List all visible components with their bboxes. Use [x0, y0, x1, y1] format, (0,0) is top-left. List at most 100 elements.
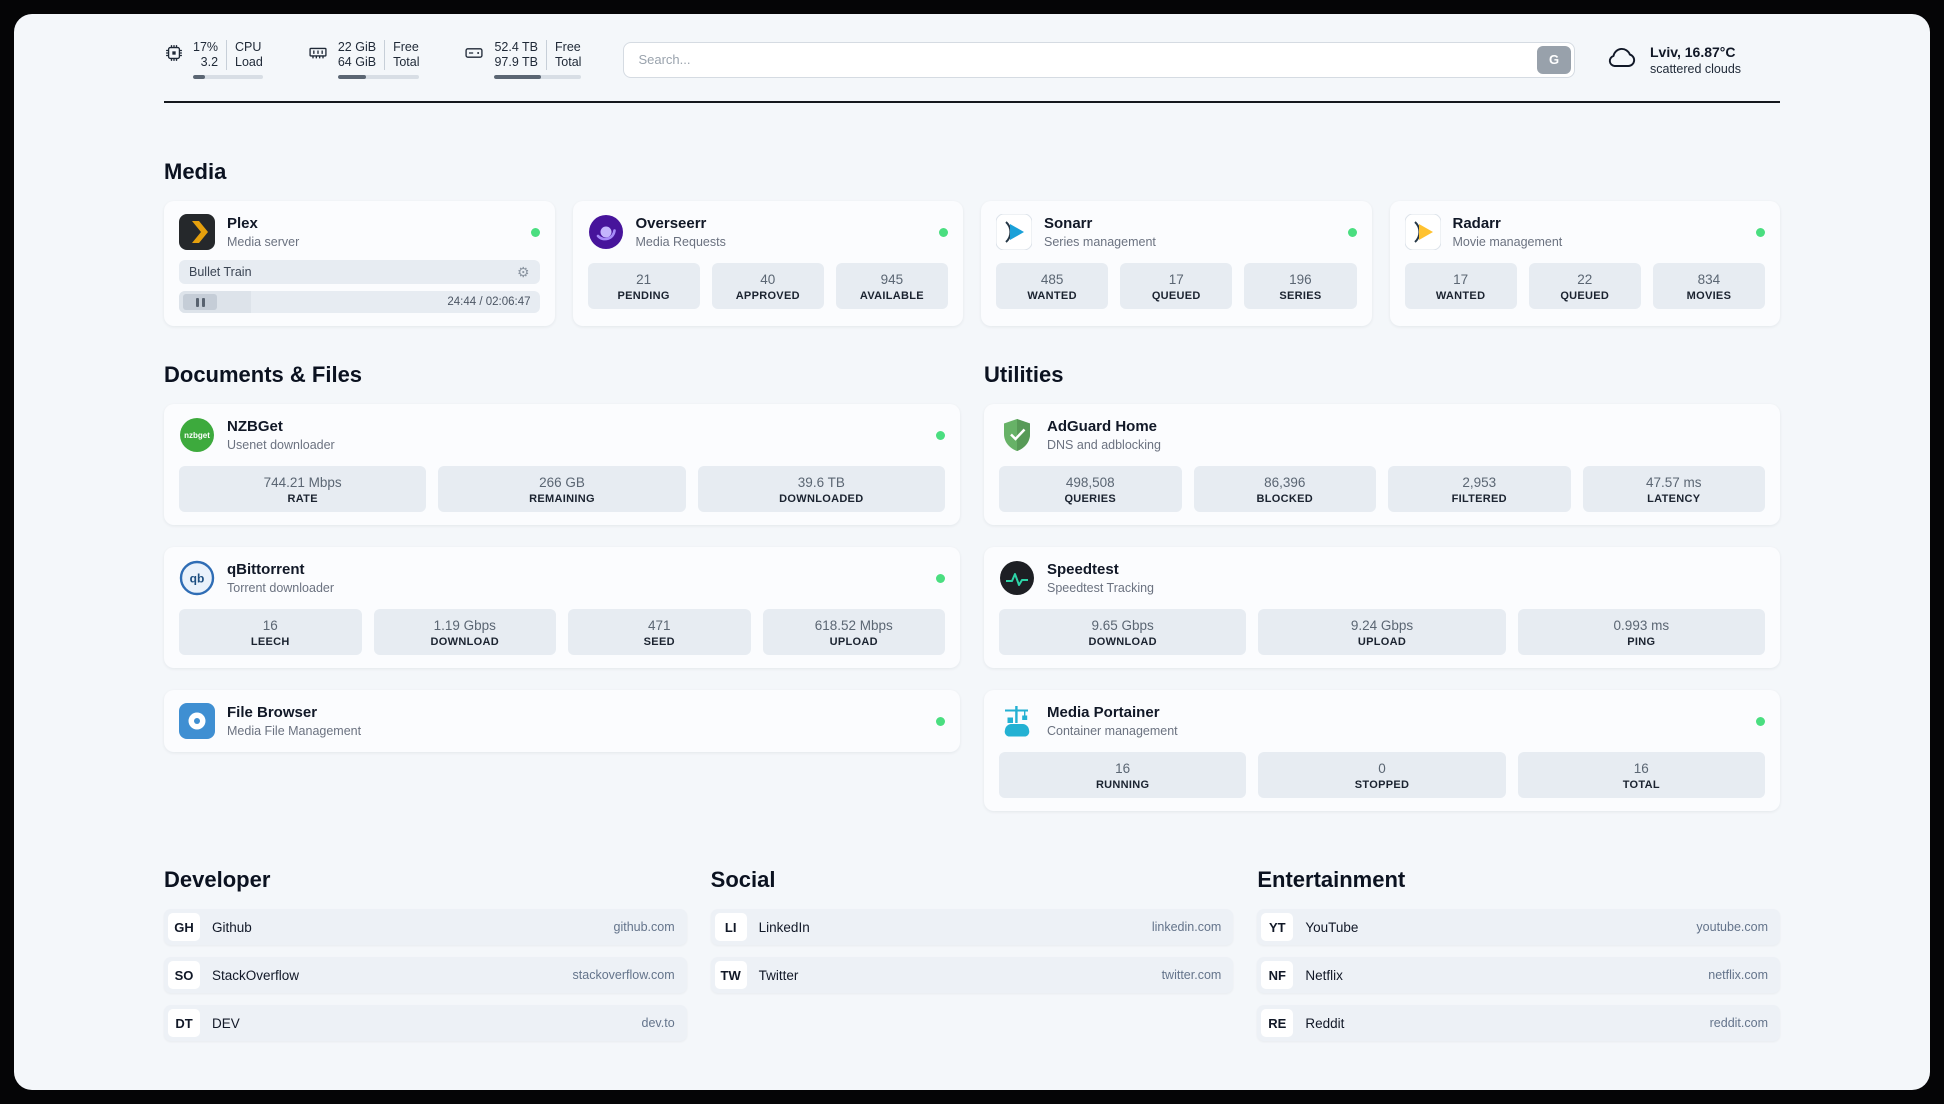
cpu-usage-bar [193, 75, 263, 79]
stat-block: 498,508 QUERIES [999, 466, 1182, 512]
weather-condition: scattered clouds [1650, 61, 1742, 76]
bookmark-dev[interactable]: DT DEV dev.to [164, 1005, 687, 1041]
cpu-icon [164, 43, 184, 63]
weather-location: Lviv, 16.87°C [1650, 43, 1736, 60]
sonarr-icon [996, 214, 1032, 250]
bookmark-linkedin[interactable]: LI LinkedIn linkedin.com [710, 909, 1234, 945]
ram-usage-bar [337, 75, 420, 79]
service-subtitle: Speedtest Tracking [1047, 580, 1155, 595]
bookmark-name: YouTube [1305, 919, 1359, 935]
service-card-adguard[interactable]: AdGuard Home DNS and adblocking 498,508 … [984, 404, 1780, 525]
bookmark-domain: dev.to [641, 1016, 675, 1030]
stat-block: 40 APPROVED [711, 263, 824, 309]
service-card-qbittorrent[interactable]: qb qBittorrent Torrent downloader 16 LEE… [164, 547, 960, 668]
bookmark-domain: github.com [613, 920, 675, 934]
service-subtitle: Media Requests [635, 234, 726, 249]
service-card-sonarr[interactable]: Sonarr Series management 485 WANTED 17 Q… [981, 201, 1372, 326]
status-badge [1756, 227, 1765, 237]
bookmark-twitter[interactable]: TW Twitter twitter.com [710, 957, 1234, 993]
stat-block: 22 QUEUED [1528, 263, 1641, 309]
search-provider-button[interactable]: G [1537, 45, 1571, 74]
bookmark-reddit[interactable]: RE Reddit reddit.com [1257, 1005, 1780, 1041]
section-entertainment: Entertainment YT YouTube youtube.com NF … [1257, 867, 1780, 1041]
status-badge [1756, 716, 1765, 726]
disk-widget: 52.4 TB 97.9 TB Free Total [463, 40, 582, 79]
bookmark-stackoverflow[interactable]: SO StackOverflow stackoverflow.com [164, 957, 687, 993]
stat-block: 17 WANTED [1404, 263, 1517, 309]
bookmark-name: Netflix [1305, 967, 1343, 983]
bookmark-domain: youtube.com [1696, 920, 1768, 934]
service-card-speedtest[interactable]: Speedtest Speedtest Tracking 9.65 Gbps D… [984, 547, 1780, 668]
stat-block: 16 TOTAL [1517, 752, 1765, 798]
nzbget-icon: nzbget [179, 417, 215, 453]
topbar: 17% 3.2 CPU Load [164, 40, 1780, 79]
settings-icon[interactable]: ⚙ [516, 264, 530, 280]
service-subtitle: Series management [1044, 234, 1156, 249]
stat-block: 834 MOVIES [1652, 263, 1766, 309]
speedtest-icon [999, 560, 1035, 596]
disk-free: 52.4 TB [494, 40, 539, 54]
service-name: Speedtest [1047, 560, 1119, 578]
service-name: Sonarr [1044, 214, 1093, 232]
status-badge [1347, 227, 1357, 237]
service-card-nzbget[interactable]: nzbget NZBGet Usenet downloader 744.21 M… [164, 404, 960, 525]
stat-block: 16 LEECH [179, 609, 362, 655]
bookmark-domain: reddit.com [1709, 1016, 1768, 1030]
filebrowser-icon [179, 703, 215, 739]
bookmark-github[interactable]: GH Github github.com [164, 909, 687, 945]
bookmark-abbr: YT [1261, 913, 1294, 941]
service-subtitle: DNS and adblocking [1047, 437, 1161, 452]
disk-label-1: Free [555, 40, 581, 54]
service-subtitle: Torrent downloader [227, 580, 335, 595]
section-title-media: Media [164, 159, 227, 184]
service-card-overseerr[interactable]: Overseerr Media Requests 21 PENDING 40 A… [572, 201, 963, 326]
hard-drive-icon [463, 43, 485, 63]
ram-total: 64 GiB [337, 55, 377, 69]
adguard-icon [999, 417, 1035, 453]
bookmark-abbr: RE [1261, 1009, 1294, 1037]
stat-block: 471 SEED [568, 609, 751, 655]
search-bar: G [623, 41, 1575, 78]
stat-block: 86,396 BLOCKED [1193, 466, 1376, 512]
cpu-percent: 17% [193, 40, 219, 54]
search-input[interactable] [623, 41, 1575, 78]
service-name: Radarr [1452, 214, 1501, 232]
service-name: NZBGet [227, 417, 283, 435]
bookmark-abbr: LI [714, 913, 747, 941]
bookmark-name: DEV [212, 1015, 240, 1031]
service-name: AdGuard Home [1047, 417, 1158, 435]
service-card-filebrowser[interactable]: File Browser Media File Management [164, 690, 960, 752]
service-name: Overseerr [635, 214, 707, 232]
service-subtitle: Container management [1047, 723, 1178, 738]
service-card-portainer[interactable]: Media Portainer Container management 16 … [984, 690, 1780, 811]
bookmark-abbr: DT [168, 1009, 200, 1037]
bookmark-abbr: GH [168, 913, 200, 941]
bookmark-netflix[interactable]: NF Netflix netflix.com [1257, 957, 1780, 993]
now-playing-title: Bullet Train [189, 265, 252, 279]
topbar-divider [164, 101, 1780, 103]
ram-free: 22 GiB [337, 40, 377, 54]
cpu-label-2: Load [235, 55, 263, 69]
section-media: Media Plex Media server Bullet Train ⚙ [164, 159, 1780, 326]
bookmark-abbr: SO [168, 961, 200, 989]
stat-block: 0.993 ms PING [1517, 609, 1765, 655]
disk-usage-bar [494, 75, 582, 79]
plex-icon [179, 214, 215, 250]
section-documents: Documents & Files nzbget NZBGet U [164, 362, 960, 811]
ram-label-2: Total [393, 55, 420, 69]
weather-widget: Lviv, 16.87°C scattered clouds [1605, 43, 1780, 77]
service-subtitle: Media server [227, 234, 300, 249]
bookmark-abbr: TW [714, 961, 747, 989]
pause-button[interactable] [183, 294, 217, 310]
stat-block: 17 QUEUED [1120, 263, 1233, 309]
service-card-plex[interactable]: Plex Media server Bullet Train ⚙ 24:44 /… [164, 201, 555, 326]
stat-block: 9.65 Gbps DOWNLOAD [999, 609, 1247, 655]
stat-block: 39.6 TB DOWNLOADED [697, 466, 945, 512]
status-badge [936, 573, 945, 583]
bookmark-name: LinkedIn [758, 919, 810, 935]
service-card-radarr[interactable]: Radarr Movie management 17 WANTED 22 QUE… [1389, 201, 1780, 326]
bookmark-youtube[interactable]: YT YouTube youtube.com [1257, 909, 1780, 945]
now-playing-row: Bullet Train ⚙ [179, 260, 540, 284]
bookmark-abbr: NF [1261, 961, 1294, 989]
section-title-documents: Documents & Files [164, 362, 363, 387]
